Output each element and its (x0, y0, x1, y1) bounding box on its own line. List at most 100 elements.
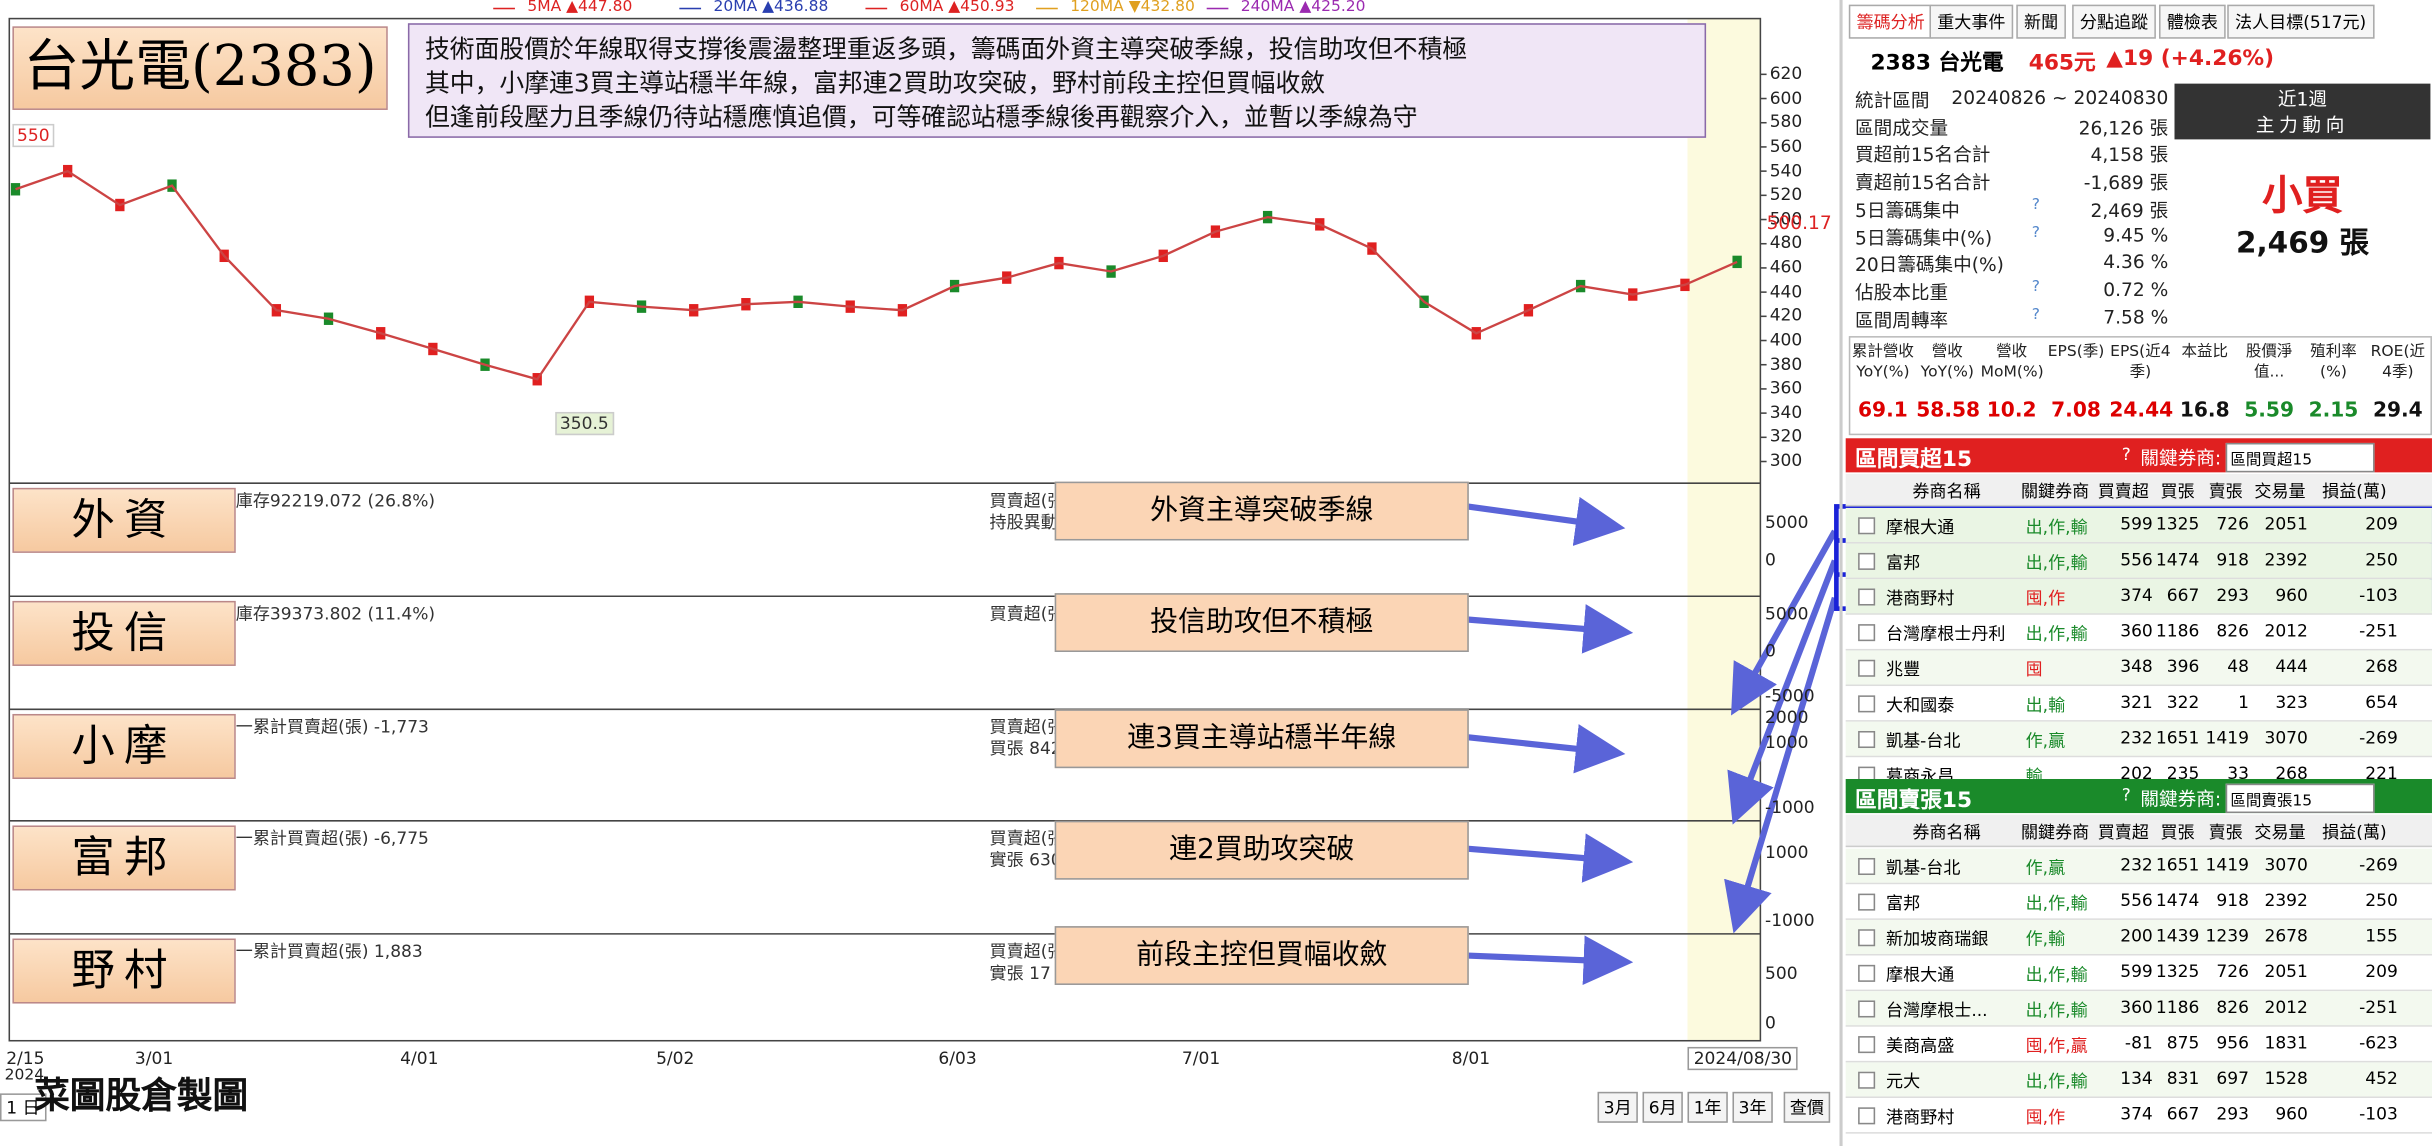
panel-y-tick-label: -5000 (1765, 686, 1815, 707)
table-cell: 港商野村 (1886, 1107, 1955, 1128)
annotation: 前段主控但買幅收斂 (1054, 926, 1469, 985)
y-tick-label: 300 (1769, 450, 1803, 471)
table-row (1845, 884, 2432, 920)
table-row (1845, 543, 2432, 580)
column-header: 買賣超 (2097, 822, 2149, 843)
table-title: 區間買超15 (1854, 447, 1973, 473)
column-header: 買張 (2160, 822, 2195, 843)
metric-header: 營收MoM(%) (1980, 343, 2044, 381)
metric-value: 10.2 (1986, 399, 2037, 423)
table-cell: 出,作,輸 (2025, 893, 2088, 914)
x-year-label: 2024 (4, 1067, 45, 1085)
row-checkbox[interactable] (1858, 964, 1876, 982)
range-button[interactable]: 查價 (1783, 1091, 1831, 1123)
stat-label: 買超前15名合計 (1854, 144, 1991, 167)
column-header: 關鍵券商 (2020, 481, 2090, 502)
table-cell: 作,輸 (2025, 929, 2066, 950)
table-cell: 374 (2120, 585, 2153, 606)
row-checkbox[interactable] (1858, 588, 1876, 606)
tab[interactable]: 重大事件 (1929, 4, 2014, 39)
tab[interactable]: 新聞 (2016, 4, 2066, 39)
table-cell: 323 (2275, 692, 2308, 713)
stat-label: 區間成交量 (1854, 117, 1949, 139)
metric-header: ROE(近4季) (2370, 343, 2426, 381)
range-button[interactable]: 3年 (1732, 1091, 1773, 1123)
row-checkbox[interactable] (1858, 517, 1876, 535)
row-checkbox[interactable] (1858, 1071, 1876, 1089)
table-cell: 1651 (2155, 727, 2200, 749)
ma-legend: 60MA ▲450.93 (899, 0, 1015, 16)
table-row (1845, 650, 2432, 687)
table-select[interactable]: 區間買超15 (2225, 442, 2375, 473)
row-checkbox[interactable] (1858, 730, 1876, 749)
stat-label: 區間周轉率 (1854, 309, 1949, 331)
row-checkbox[interactable] (1858, 695, 1876, 713)
x-tick-label: 6/03 (938, 1048, 977, 1069)
metric-header: 本益比 (2181, 343, 2229, 361)
table-cell: 250 (2365, 890, 2398, 911)
metric-value: 69.1 (1858, 399, 1908, 423)
metric-header: EPS(季) (2047, 343, 2105, 361)
panel-y-tick-label: 2000 (1765, 707, 1809, 728)
table-cell: 2012 (2264, 997, 2308, 1018)
metric-value: 5.59 (2244, 399, 2294, 423)
y-tick-label: 620 (1769, 63, 1803, 84)
table-select[interactable]: 區間賣張15 (2225, 783, 2375, 814)
row-checkbox[interactable] (1858, 552, 1876, 570)
y-tick-label: 380 (1769, 353, 1803, 375)
column-header: 交易量 (2254, 822, 2306, 843)
tab[interactable]: 分點追蹤 (2072, 4, 2156, 39)
tab[interactable]: 體檢表 (2158, 4, 2226, 39)
panel-info: 庫存92219.072 (26.8%) (235, 490, 436, 512)
row-checkbox[interactable] (1858, 1000, 1876, 1018)
row-checkbox[interactable] (1858, 893, 1876, 911)
table-cell: 293 (2216, 1104, 2249, 1125)
table-cell: 囤,作 (2025, 588, 2066, 609)
x-tick-label: 3/01 (134, 1048, 174, 1069)
range-button[interactable]: 3月 (1597, 1091, 1638, 1123)
row-checkbox[interactable] (1858, 857, 1876, 876)
stat-label: 5日籌碼集中 (1854, 199, 1960, 222)
stat-label: 20日籌碼集中(%) (1854, 254, 2004, 276)
trend-amount: 2,469 張 (2235, 226, 2369, 261)
table-cell: 918 (2216, 549, 2249, 570)
stat-value: 2,469 張 (2090, 199, 2169, 222)
panel-y-tick-label: 0 (1765, 549, 1776, 570)
row-checkbox[interactable] (1858, 929, 1876, 947)
x-tick-label: 8/01 (1451, 1048, 1491, 1069)
table-cell: -81 (2124, 1032, 2153, 1054)
ma-legend: 5MA ▲447.80 (527, 0, 633, 16)
range-button[interactable]: 1年 (1687, 1091, 1728, 1123)
commentary-box: 技術面股價於年線取得支撐後震盪整理重返多頭，籌碼面外資主導突破季線，投信助攻但不… (407, 23, 1707, 138)
trend-period: 近1週 (2277, 88, 2327, 110)
row-checkbox[interactable] (1858, 659, 1876, 677)
metric-value: 2.15 (2308, 399, 2359, 423)
tab[interactable]: 法人目標(517元) (2227, 4, 2374, 39)
table-cell: 452 (2365, 1068, 2398, 1089)
table-cell: 396 (2166, 656, 2200, 677)
table-cell: 875 (2166, 1032, 2200, 1054)
table-cell: 155 (2365, 926, 2398, 947)
y-tick-label: 600 (1769, 87, 1803, 108)
panel-legend: 買賣超(張 (989, 490, 1065, 512)
table-cell: 556 (2120, 890, 2153, 911)
metric-value: 29.4 (2372, 399, 2423, 423)
row-checkbox[interactable] (1858, 1036, 1876, 1054)
table-cell: 大和國泰 (1886, 695, 1955, 716)
metric-header: 殖利率(%) (2310, 343, 2357, 381)
table-title: 區間賣張15 (1854, 788, 1973, 814)
table-cell: 台灣摩根士... (1886, 1000, 1988, 1021)
stat-value: 26,126 張 (2078, 117, 2169, 139)
panel-label: 小摩 (12, 713, 236, 779)
table-cell: 956 (2216, 1032, 2249, 1054)
range-button[interactable]: 6月 (1642, 1091, 1683, 1123)
table-cell: -103 (2359, 585, 2398, 606)
row-checkbox[interactable] (1858, 1107, 1876, 1125)
trend-box (2174, 83, 2431, 140)
table-cell: 1 (2238, 692, 2249, 713)
candle (10, 183, 21, 196)
row-checkbox[interactable] (1858, 624, 1876, 642)
tab[interactable]: 籌碼分析 (1848, 4, 1933, 39)
table-cell: 新加坡商瑞銀 (1886, 929, 1989, 950)
table-cell: 2051 (2264, 961, 2308, 982)
